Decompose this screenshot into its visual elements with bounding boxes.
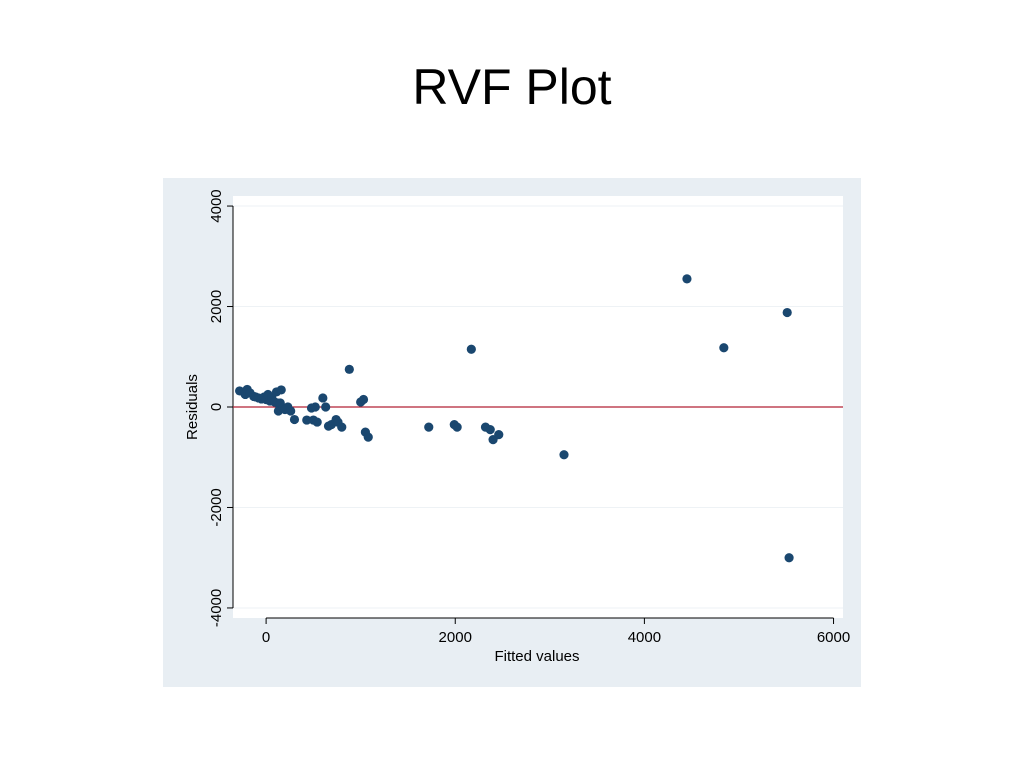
data-point (466, 344, 476, 354)
y-tick-label: -2000 (208, 488, 225, 526)
x-tick-label: 2000 (439, 629, 472, 646)
y-tick-label: 2000 (208, 290, 225, 323)
x-axis-title: Fitted values (494, 648, 579, 665)
x-tick-label: 6000 (817, 629, 850, 646)
x-tick-label: 0 (262, 629, 270, 646)
data-point (276, 385, 286, 395)
y-tick-label: -4000 (208, 589, 225, 627)
data-point (494, 430, 504, 440)
y-tick-label: 4000 (208, 189, 225, 222)
y-tick-label: 0 (208, 403, 225, 411)
data-points (235, 274, 794, 563)
data-point (424, 422, 434, 432)
data-point (302, 415, 312, 425)
x-tick-label: 4000 (628, 629, 661, 646)
data-point (312, 417, 322, 427)
data-point (344, 364, 354, 374)
data-point (310, 402, 320, 412)
data-point (318, 393, 328, 403)
data-point (358, 394, 369, 405)
data-point (452, 422, 462, 432)
data-point (363, 432, 373, 442)
chart-svg: -4000 -2000 0 2000 4000 0 2000 4000 6000 Fitted … (163, 178, 861, 687)
rvf-chart: -4000 -2000 0 2000 4000 0 2000 4000 6000 Fitted … (163, 178, 861, 687)
data-point (784, 553, 794, 563)
data-point (719, 343, 729, 353)
ticks: -4000 -2000 0 2000 4000 0 2000 4000 6000 (208, 189, 850, 646)
data-point (286, 406, 296, 416)
data-point (321, 402, 331, 412)
data-point (289, 414, 300, 425)
data-point (337, 422, 347, 432)
data-point (782, 307, 792, 318)
data-point (559, 450, 569, 460)
slide-title: RVF Plot (412, 59, 612, 115)
y-axis-title: Residuals (184, 374, 201, 440)
data-point (485, 425, 495, 435)
data-point (682, 274, 692, 284)
